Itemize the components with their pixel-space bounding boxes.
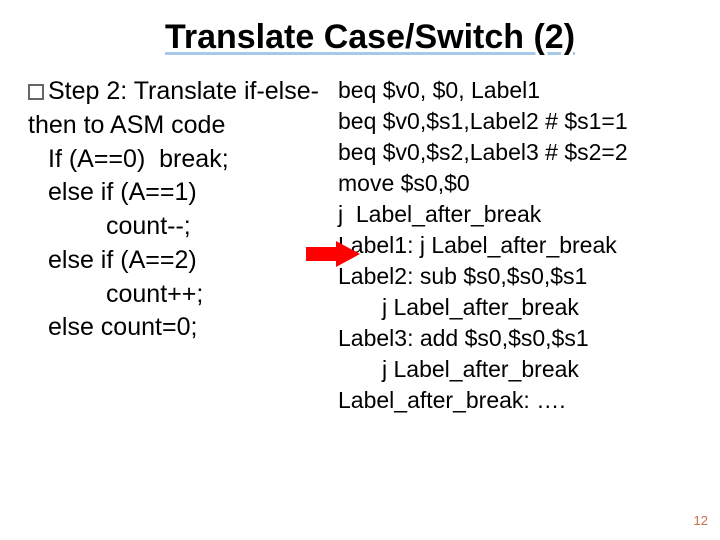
left-column: Step 2: Translate if-else-then to ASM co… bbox=[48, 75, 328, 417]
asm-line-10: j Label_after_break bbox=[338, 354, 692, 385]
asm-line-7: Label2: sub $s0,$s0,$s1 bbox=[338, 261, 692, 292]
pseudo-line-6: else count=0; bbox=[48, 311, 328, 345]
asm-line-2: beq $v0,$s1,Label2 # $s1=1 bbox=[338, 106, 692, 137]
asm-line-1: beq $v0, $0, Label1 bbox=[338, 75, 692, 106]
asm-line-9: Label3: add $s0,$s0,$s1 bbox=[338, 323, 692, 354]
page-number: 12 bbox=[694, 513, 708, 528]
asm-line-8: j Label_after_break bbox=[338, 292, 692, 323]
checkbox-icon bbox=[28, 84, 44, 100]
pseudo-line-4: else if (A==2) bbox=[48, 244, 328, 278]
content-area: Step 2: Translate if-else-then to ASM co… bbox=[48, 75, 692, 417]
asm-line-5: j Label_after_break bbox=[338, 199, 692, 230]
pseudo-line-5: count++; bbox=[48, 278, 328, 312]
asm-line-4: move $s0,$0 bbox=[338, 168, 692, 199]
pseudo-line-2: else if (A==1) bbox=[48, 176, 328, 210]
slide: Translate Case/Switch (2) Step 2: Transl… bbox=[0, 0, 720, 540]
pseudo-line-1: If (A==0) break; bbox=[48, 143, 328, 177]
pseudo-line-3: count--; bbox=[48, 210, 328, 244]
asm-line-6: Label1: j Label_after_break bbox=[338, 230, 692, 261]
asm-line-11: Label_after_break: …. bbox=[338, 385, 692, 416]
step-heading: Step 2: Translate if-else-then to ASM co… bbox=[28, 75, 328, 143]
slide-title: Translate Case/Switch (2) bbox=[48, 18, 692, 57]
asm-line-3: beq $v0,$s2,Label3 # $s2=2 bbox=[338, 137, 692, 168]
step-label: Step 2: Translate if-else-then to ASM co… bbox=[28, 77, 319, 139]
arrow-icon bbox=[306, 241, 360, 267]
right-column: beq $v0, $0, Label1 beq $v0,$s1,Label2 #… bbox=[338, 75, 692, 417]
